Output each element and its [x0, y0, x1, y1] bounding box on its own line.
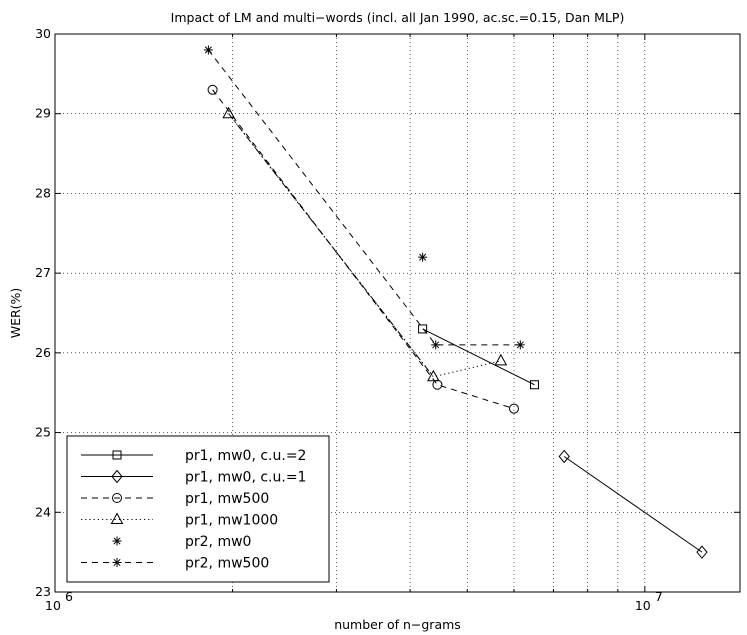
series-3	[222, 106, 508, 382]
legend-entry: pr2, mw500	[81, 556, 269, 572]
x-axis-label: number of n−grams	[334, 617, 461, 632]
y-tick-label: 27	[35, 265, 51, 280]
circle-marker	[207, 84, 218, 95]
legend-label: pr2, mw500	[185, 556, 269, 572]
triangle-marker	[110, 512, 124, 524]
y-tick-label: 24	[35, 504, 51, 519]
y-tick-label: 23	[35, 584, 51, 599]
star-marker	[203, 45, 213, 55]
square-marker	[529, 380, 539, 390]
series-line	[212, 89, 515, 410]
triangle-marker	[222, 106, 236, 119]
star-marker	[112, 536, 122, 546]
y-axis-label: WER(%)	[8, 288, 23, 339]
circle-marker	[432, 379, 443, 390]
series-line	[228, 113, 501, 378]
plot-frame	[54, 33, 741, 593]
series-0	[418, 324, 539, 390]
series-1	[558, 449, 708, 559]
legend-box	[66, 435, 330, 583]
triangle-marker	[427, 369, 440, 382]
legend: pr1, mw0, c.u.=2 pr1, mw0, c.u.=1 pr1, mw5…	[66, 435, 330, 583]
star-stroke	[204, 46, 212, 54]
y-tick-label: 26	[35, 345, 51, 360]
diamond-marker	[558, 449, 570, 464]
star-stroke	[432, 341, 440, 349]
series-line	[422, 328, 535, 386]
y-tick-label: 25	[35, 425, 51, 440]
legend-label: pr1, mw1000	[185, 513, 278, 529]
star-marker	[431, 340, 441, 350]
legend-label: pr1, mw500	[185, 491, 269, 507]
series-2	[207, 84, 519, 414]
triangle-marker	[494, 353, 508, 366]
legend-entry: pr1, mw0, c.u.=2	[81, 448, 306, 464]
series-line	[563, 456, 703, 553]
legend-label: pr2, mw0	[185, 534, 251, 550]
star-stroke	[113, 537, 121, 545]
y-tick-label: 29	[35, 106, 51, 121]
square-marker	[112, 450, 122, 460]
legend-entry: pr2, mw0	[112, 534, 251, 550]
square-marker	[418, 324, 428, 334]
series-4	[418, 252, 428, 262]
series-line	[207, 49, 521, 346]
star-stroke	[516, 341, 524, 349]
star-marker	[418, 252, 428, 262]
star-stroke	[113, 558, 121, 567]
diamond-marker	[696, 545, 708, 559]
y-tick-label: 30	[35, 26, 51, 41]
legend-entry: pr1, mw500	[81, 491, 269, 507]
legend-label: pr1, mw0, c.u.=2	[185, 448, 306, 464]
series-extra-line	[228, 113, 434, 378]
chart-title: Impact of LM and multi−words (incl. all …	[171, 10, 625, 25]
x-tick-exponent: 7	[655, 589, 663, 604]
circle-marker	[112, 493, 122, 503]
series-5	[203, 45, 525, 350]
axis-ticks: 23 24 25 26 27 28 29 30 10 6 10 7	[35, 26, 740, 613]
star-marker	[112, 558, 122, 567]
legend-label: pr1, mw0, c.u.=1	[185, 470, 306, 486]
x-tick-label: 10	[45, 598, 61, 613]
legend-entry: pr1, mw1000	[81, 512, 278, 529]
circle-marker	[508, 403, 519, 414]
legend-entry: pr1, mw0, c.u.=1	[81, 470, 306, 486]
series-layer	[203, 45, 708, 559]
x-tick-exponent: 6	[65, 589, 73, 604]
star-stroke	[419, 253, 427, 261]
star-marker	[515, 340, 525, 350]
x-tick-label: 10	[635, 598, 651, 613]
diamond-marker	[111, 469, 123, 484]
y-tick-label: 28	[35, 185, 51, 200]
